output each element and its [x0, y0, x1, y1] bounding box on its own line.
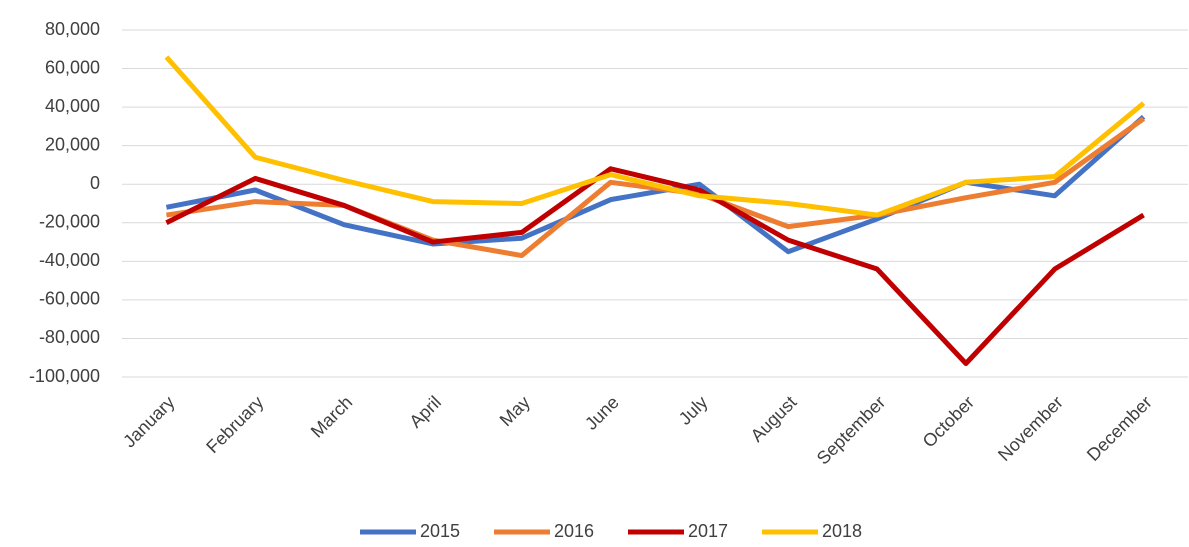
legend-label: 2015	[420, 521, 460, 541]
y-tick-label: 80,000	[45, 19, 100, 39]
y-tick-label: -40,000	[39, 250, 100, 270]
y-tick-label: 40,000	[45, 96, 100, 116]
x-tick-label: January	[119, 392, 178, 451]
legend-label: 2018	[822, 521, 862, 541]
legend-label: 2017	[688, 521, 728, 541]
x-tick-label: February	[202, 392, 267, 457]
x-tick-label: August	[747, 392, 801, 446]
y-tick-label: -20,000	[39, 212, 100, 232]
x-tick-label: March	[307, 392, 357, 442]
legend-label: 2016	[554, 521, 594, 541]
x-tick-label: July	[675, 392, 712, 429]
y-tick-label: 60,000	[45, 57, 100, 77]
x-tick-label: October	[919, 392, 978, 451]
series-line	[165, 114, 1146, 255]
series-line	[164, 55, 1146, 218]
x-tick-label: June	[581, 392, 623, 434]
series-line	[165, 166, 1145, 367]
y-tick-label: -60,000	[39, 289, 100, 309]
x-tick-label: May	[496, 392, 534, 430]
y-tick-label: -100,000	[29, 366, 100, 386]
y-tick-label: 20,000	[45, 134, 100, 154]
y-tick-label: -80,000	[39, 327, 100, 347]
y-tick-label: 0	[90, 173, 100, 193]
x-tick-label: November	[994, 392, 1067, 465]
series-line	[166, 116, 1146, 259]
x-tick-label: December	[1083, 392, 1156, 465]
x-tick-label: April	[405, 392, 445, 432]
x-tick-label: September	[813, 392, 889, 468]
